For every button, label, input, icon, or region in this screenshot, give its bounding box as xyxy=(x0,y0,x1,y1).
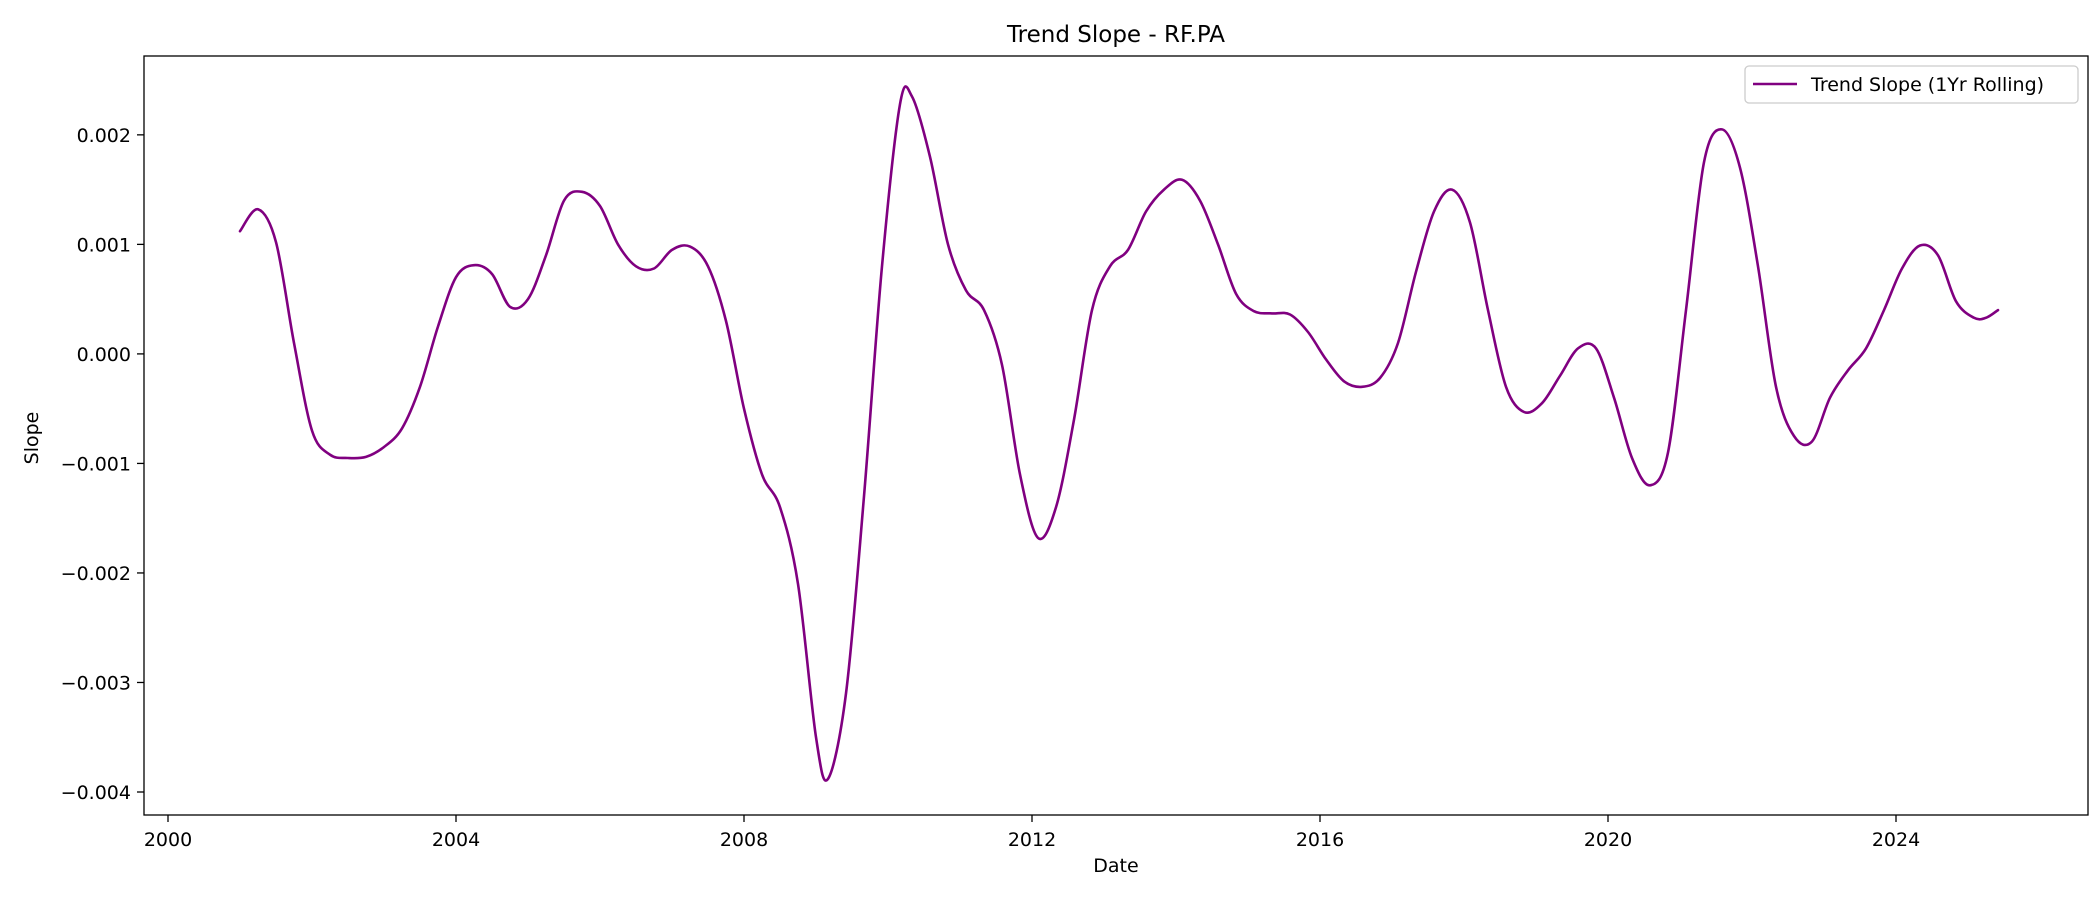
y-tick-label: −0.001 xyxy=(61,453,131,475)
y-tick-label: 0.002 xyxy=(77,125,131,147)
y-tick-label: −0.003 xyxy=(61,672,131,694)
series-line-trend-slope xyxy=(238,85,2000,782)
x-tick-label: 2000 xyxy=(144,829,192,851)
legend-label: Trend Slope (1Yr Rolling) xyxy=(1810,74,2044,96)
legend-box xyxy=(1744,65,2079,104)
y-tick-label: 0.000 xyxy=(77,344,131,366)
chart-title: Trend Slope - RF.PA xyxy=(1006,22,1225,48)
axis-ticks: 2000 2004 2008 2012 2016 2020 2024 −0.004 −0.003… xyxy=(61,125,1921,851)
y-tick-label: −0.002 xyxy=(61,563,131,585)
x-axis-title: Date xyxy=(1093,855,1138,877)
x-tick-label: 2016 xyxy=(1296,829,1344,851)
plot-area-frame xyxy=(143,55,2089,816)
y-axis-title: Slope xyxy=(21,412,43,465)
legend: Trend Slope (1Yr Rolling) xyxy=(1744,65,2079,104)
x-tick-label: 2020 xyxy=(1584,829,1632,851)
x-tick-label: 2004 xyxy=(432,829,480,851)
y-tick-label: 0.001 xyxy=(77,234,131,256)
x-tick-label: 2012 xyxy=(1008,829,1056,851)
x-tick-label: 2024 xyxy=(1872,829,1920,851)
y-tick-label: −0.004 xyxy=(61,782,131,804)
x-tick-label: 2008 xyxy=(720,829,768,851)
